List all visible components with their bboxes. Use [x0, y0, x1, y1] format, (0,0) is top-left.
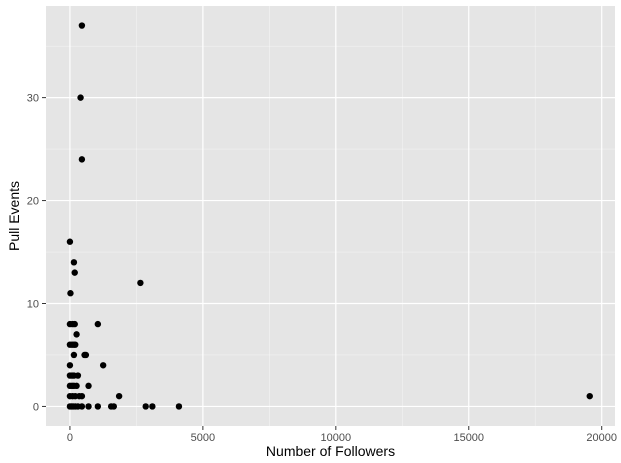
data-point [78, 22, 86, 29]
data-point [99, 362, 107, 369]
x-axis-title: Number of Followers [266, 443, 395, 459]
x-axis-ticks: 0 5000 10000 15000 20000 [67, 426, 617, 444]
y-tick-label: 30 [27, 93, 39, 105]
y-tick-label: 10 [27, 299, 39, 311]
data-point [110, 403, 118, 410]
data-point [142, 403, 149, 410]
data-point [78, 156, 86, 163]
y-tick-label: 0 [33, 401, 39, 413]
data-point [66, 362, 74, 369]
data-point [94, 320, 102, 328]
data-point [85, 403, 92, 410]
data-point [115, 392, 123, 400]
data-point [586, 392, 593, 400]
data-point [74, 372, 82, 379]
x-tick-label: 20000 [586, 432, 617, 444]
data-point [175, 403, 183, 410]
plot-panel [46, 6, 615, 426]
data-point [71, 269, 78, 276]
y-axis-title: Pull Events [6, 181, 22, 251]
data-point [66, 238, 74, 245]
data-point [94, 403, 102, 410]
data-point [78, 403, 86, 410]
major-gridlines [46, 6, 615, 426]
data-point [70, 259, 78, 266]
data-point [85, 382, 92, 390]
data-point [72, 341, 79, 348]
x-tick-label: 15000 [453, 432, 484, 444]
data-points [66, 22, 593, 410]
minor-gridlines [46, 6, 615, 426]
data-point [77, 94, 84, 101]
y-tick-label: 20 [27, 196, 39, 208]
data-point [82, 351, 90, 359]
y-axis-ticks: 0 10 20 30 [27, 93, 46, 413]
data-point [78, 392, 86, 400]
data-point [137, 279, 144, 287]
x-tick-label: 5000 [191, 432, 215, 444]
x-tick-label: 10000 [321, 432, 352, 444]
data-point [73, 331, 80, 338]
data-point [71, 320, 78, 328]
data-point [73, 382, 80, 390]
data-point [149, 403, 156, 410]
data-point [67, 290, 74, 297]
data-point [70, 351, 78, 359]
x-tick-label: 0 [67, 432, 73, 444]
